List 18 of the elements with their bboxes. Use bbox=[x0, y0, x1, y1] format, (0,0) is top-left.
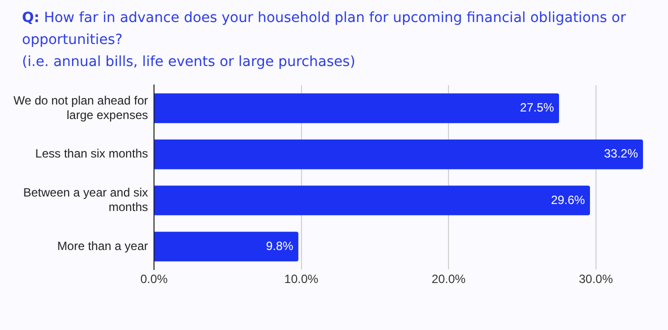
x-tick-label: 10.0% bbox=[284, 272, 319, 286]
x-tick-label: 30.0% bbox=[578, 272, 614, 286]
data-label: 9.8% bbox=[266, 238, 294, 253]
data-label: 27.5% bbox=[520, 100, 554, 115]
bar bbox=[154, 93, 560, 124]
chart-title: Q: How far in advance does your household plan for upcoming financial obligations or opportunities? bbox=[22, 9, 627, 50]
bar bbox=[154, 140, 643, 170]
y-tick-label: Between a year and six months bbox=[23, 186, 148, 214]
data-label: 29.6% bbox=[550, 192, 586, 207]
y-tick-label: More than a year bbox=[57, 238, 148, 253]
y-tick-label: Less than six months bbox=[35, 146, 148, 161]
data-label: 33.2% bbox=[604, 146, 638, 161]
x-tick-label: 0.0% bbox=[140, 272, 168, 286]
x-tick-label: 20.0% bbox=[432, 272, 466, 286]
chart-subtitle: (i.e. annual bills, life events or large purchases) bbox=[22, 53, 356, 72]
y-tick-label: We do not plan ahead for large expenses bbox=[13, 93, 148, 122]
bar bbox=[154, 186, 590, 216]
bar bbox=[154, 232, 298, 262]
